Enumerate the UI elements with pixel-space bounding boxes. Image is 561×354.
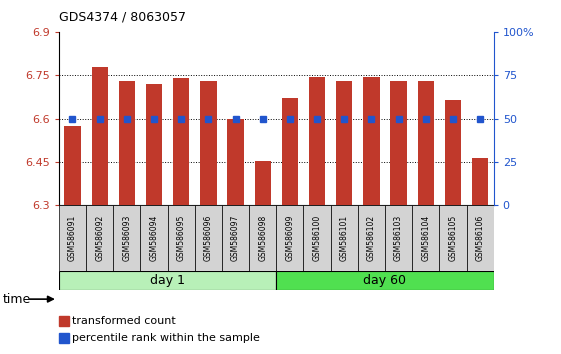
Bar [282,98,298,205]
Text: GSM586094: GSM586094 [150,215,159,261]
Text: GSM586095: GSM586095 [177,215,186,261]
Bar [119,81,135,205]
Bar [91,67,108,205]
Text: GSM586099: GSM586099 [286,215,295,261]
Bar [330,205,358,271]
Text: GSM586104: GSM586104 [421,215,430,261]
Bar [255,160,271,205]
Bar [65,126,81,205]
Bar [195,205,222,271]
Bar [276,205,304,271]
Bar [222,205,249,271]
Bar [358,205,385,271]
Bar [385,205,412,271]
Bar [249,205,276,271]
Bar [336,81,352,205]
Bar [439,205,467,271]
Bar [364,77,380,205]
Bar [140,205,168,271]
Text: GSM586098: GSM586098 [258,215,267,261]
Text: GSM586096: GSM586096 [204,215,213,261]
Bar [472,158,488,205]
Bar [304,205,330,271]
Bar [200,81,217,205]
Text: GSM586102: GSM586102 [367,215,376,261]
Text: GSM586100: GSM586100 [312,215,321,261]
Bar [146,84,162,205]
Bar [417,81,434,205]
Text: GSM586101: GSM586101 [340,215,349,261]
Bar [227,119,243,205]
Text: day 60: day 60 [364,274,407,287]
Bar [445,100,461,205]
Text: GSM586103: GSM586103 [394,215,403,261]
Text: percentile rank within the sample: percentile rank within the sample [72,333,260,343]
Bar [467,205,494,271]
Bar [412,205,439,271]
Text: GSM586092: GSM586092 [95,215,104,261]
Text: day 1: day 1 [150,274,185,287]
Text: GSM586093: GSM586093 [122,215,131,261]
Text: transformed count: transformed count [72,316,176,326]
Text: GSM586091: GSM586091 [68,215,77,261]
Bar [309,77,325,205]
Bar [59,271,276,290]
Bar [113,205,140,271]
Text: GSM586097: GSM586097 [231,215,240,261]
Text: time: time [3,293,31,306]
Bar [59,205,86,271]
Bar [168,205,195,271]
Bar [86,205,113,271]
Bar [276,271,494,290]
Text: GSM586105: GSM586105 [448,215,457,261]
Text: GSM586106: GSM586106 [476,215,485,261]
Bar [390,81,407,205]
Bar [173,78,189,205]
Text: GDS4374 / 8063057: GDS4374 / 8063057 [59,10,186,23]
